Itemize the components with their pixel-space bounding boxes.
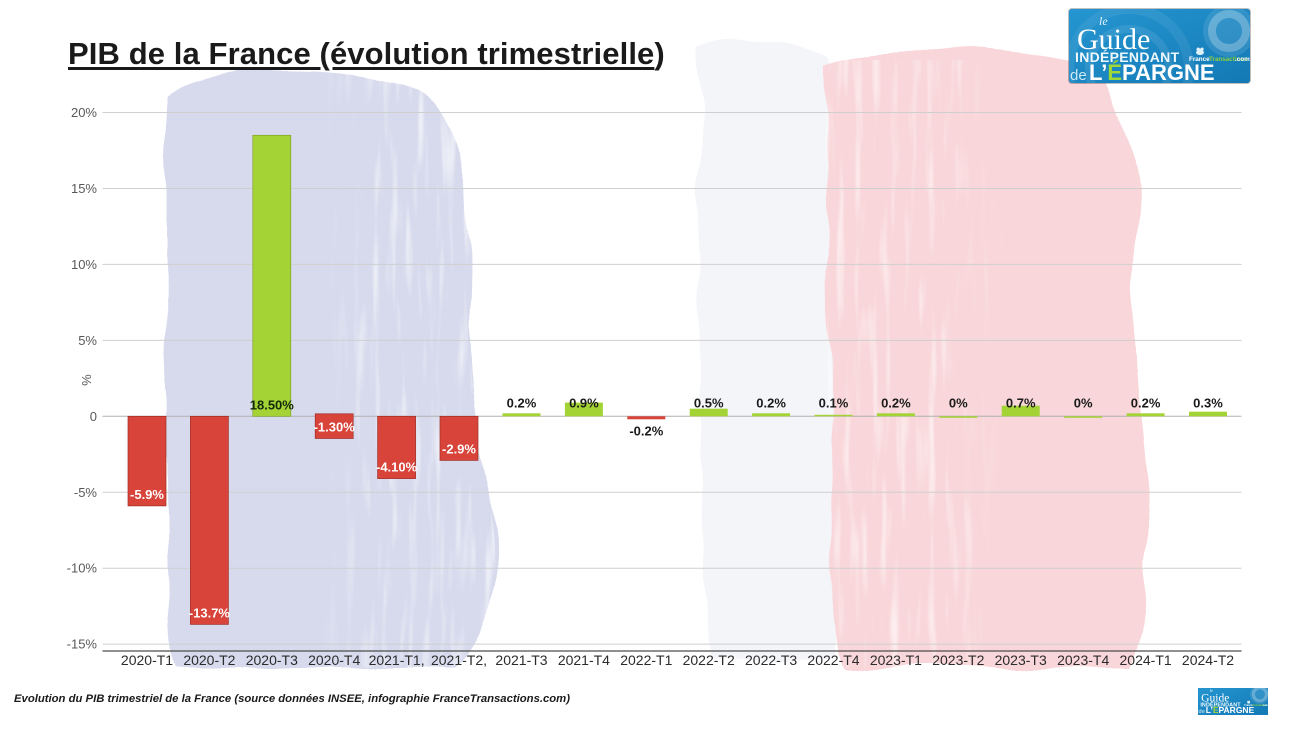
svg-text:de: de bbox=[1070, 67, 1087, 83]
svg-text:2023-T3: 2023-T3 bbox=[995, 652, 1047, 668]
svg-text:2022-T2: 2022-T2 bbox=[683, 652, 735, 668]
svg-text:2024-T2: 2024-T2 bbox=[1182, 652, 1234, 668]
svg-text:-4.10%: -4.10% bbox=[376, 460, 418, 475]
svg-text:2022-T4: 2022-T4 bbox=[807, 652, 859, 668]
svg-text:2020-T2: 2020-T2 bbox=[183, 652, 235, 668]
svg-text:-5.9%: -5.9% bbox=[130, 487, 164, 502]
svg-text:10%: 10% bbox=[71, 257, 97, 272]
svg-text:-10%: -10% bbox=[67, 561, 98, 576]
svg-text:0.2%: 0.2% bbox=[881, 395, 911, 410]
svg-text:.com: .com bbox=[1235, 56, 1250, 63]
svg-text:L’ÉPARGNE: L’ÉPARGNE bbox=[1089, 60, 1215, 83]
svg-text:0.9%: 0.9% bbox=[569, 395, 599, 410]
svg-text:-15%: -15% bbox=[67, 637, 98, 652]
svg-text:-2.9%: -2.9% bbox=[442, 441, 476, 456]
svg-text:-5%: -5% bbox=[74, 485, 98, 500]
svg-text:-1.30%: -1.30% bbox=[314, 420, 356, 435]
svg-text:.com: .com bbox=[1262, 704, 1268, 707]
svg-text:0%: 0% bbox=[949, 395, 968, 410]
svg-text:2022-T3: 2022-T3 bbox=[745, 652, 797, 668]
svg-text:0.1%: 0.1% bbox=[819, 395, 849, 410]
svg-text:5%: 5% bbox=[78, 333, 97, 348]
svg-text:2021-T3: 2021-T3 bbox=[495, 652, 547, 668]
svg-text:2021-T2,: 2021-T2, bbox=[431, 652, 487, 668]
svg-text:-0.2%: -0.2% bbox=[629, 423, 663, 438]
svg-text:-13.7%: -13.7% bbox=[189, 605, 231, 620]
svg-text:L’ÉPARGNE: L’ÉPARGNE bbox=[1206, 705, 1255, 715]
svg-text:%: % bbox=[79, 374, 94, 386]
svg-text:2024-T1: 2024-T1 bbox=[1120, 652, 1172, 668]
svg-text:18.50%: 18.50% bbox=[250, 397, 295, 412]
svg-text:2020-T4: 2020-T4 bbox=[308, 652, 360, 668]
svg-text:2022-T1: 2022-T1 bbox=[620, 652, 672, 668]
svg-text:15%: 15% bbox=[71, 181, 97, 196]
svg-text:0.2%: 0.2% bbox=[1131, 395, 1161, 410]
svg-text:2023-T2: 2023-T2 bbox=[932, 652, 984, 668]
svg-text:0.2%: 0.2% bbox=[507, 395, 537, 410]
svg-text:0.5%: 0.5% bbox=[694, 395, 724, 410]
svg-text:20%: 20% bbox=[71, 105, 97, 120]
svg-text:de: de bbox=[1198, 709, 1204, 715]
svg-text:2023-T4: 2023-T4 bbox=[1057, 652, 1109, 668]
svg-text:0%: 0% bbox=[1074, 395, 1093, 410]
svg-text:0.3%: 0.3% bbox=[1193, 395, 1223, 410]
svg-text:0: 0 bbox=[90, 409, 97, 424]
svg-text:0.7%: 0.7% bbox=[1006, 395, 1036, 410]
svg-text:2021-T1,: 2021-T1, bbox=[369, 652, 425, 668]
svg-text:2021-T4: 2021-T4 bbox=[558, 652, 610, 668]
svg-text:2020-T3: 2020-T3 bbox=[246, 652, 298, 668]
svg-text:0.2%: 0.2% bbox=[756, 395, 786, 410]
svg-text:2020-T1: 2020-T1 bbox=[121, 652, 173, 668]
svg-text:2023-T1: 2023-T1 bbox=[870, 652, 922, 668]
